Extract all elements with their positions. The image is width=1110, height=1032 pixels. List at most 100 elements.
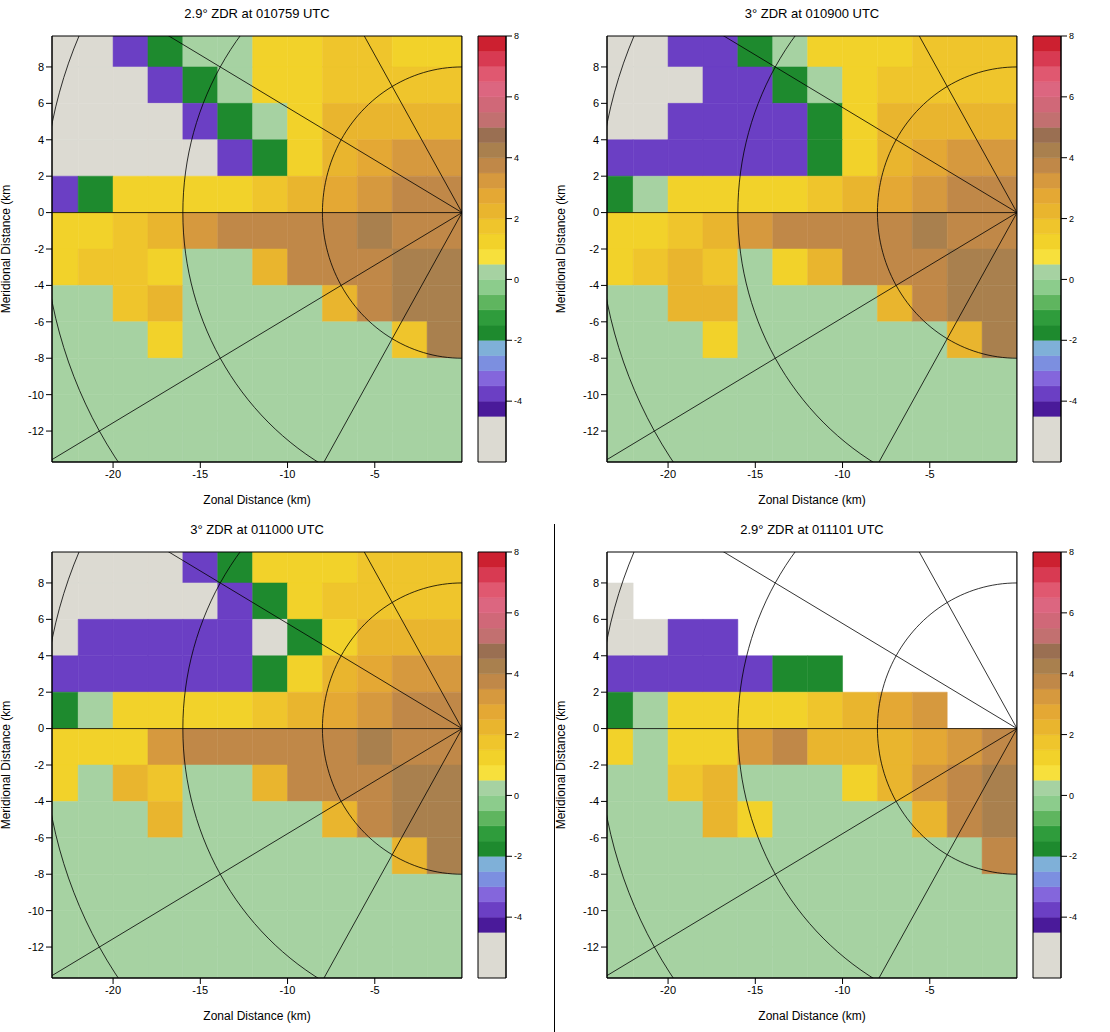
svg-text:-8: -8	[34, 352, 44, 364]
svg-text:-2: -2	[514, 335, 522, 345]
svg-text:6: 6	[1069, 608, 1074, 618]
svg-text:-20: -20	[660, 468, 676, 480]
html-text:2.9° ZDR at 011101 UTC: 2.9° ZDR at 011101 UTC	[740, 522, 884, 537]
svg-text:-12: -12	[28, 941, 44, 953]
svg-text:-12: -12	[28, 425, 44, 437]
svg-text:2: 2	[38, 686, 44, 698]
html-text:3° ZDR at 010900 UTC: 3° ZDR at 010900 UTC	[744, 6, 880, 21]
svg-text:8: 8	[38, 61, 44, 73]
svg-text:0: 0	[593, 206, 599, 218]
svg-text:-2: -2	[514, 851, 522, 861]
svg-text:Zonal Distance (km): Zonal Distance (km)	[758, 1009, 865, 1023]
svg-text:0: 0	[38, 206, 44, 218]
svg-text:-10: -10	[280, 468, 296, 480]
svg-text:-2: -2	[1069, 851, 1077, 861]
svg-text:4: 4	[38, 134, 44, 146]
svg-text:-4: -4	[1069, 396, 1077, 406]
svg-text:-2: -2	[34, 759, 44, 771]
html-text:2.9° ZDR at 010759 UTC: 2.9° ZDR at 010759 UTC	[184, 6, 330, 21]
svg-text:6: 6	[514, 608, 519, 618]
svg-text:Meridional Distance (km: Meridional Distance (km	[555, 185, 568, 314]
svg-text:-20: -20	[105, 984, 121, 996]
svg-text:Zonal Distance (km): Zonal Distance (km)	[758, 493, 865, 507]
svg-text:-10: -10	[28, 905, 44, 917]
svg-text:-10: -10	[28, 389, 44, 401]
svg-text:0: 0	[514, 791, 519, 801]
svg-text:-15: -15	[747, 984, 763, 996]
svg-text:-2: -2	[1069, 335, 1077, 345]
svg-text:4: 4	[514, 153, 519, 163]
svg-text:4: 4	[593, 134, 599, 146]
svg-text:-12: -12	[583, 941, 599, 953]
svg-text:0: 0	[514, 275, 519, 285]
svg-text:-5: -5	[925, 468, 935, 480]
svg-text:-5: -5	[370, 468, 380, 480]
svg-text:Meridional Distance (km: Meridional Distance (km	[0, 701, 13, 830]
svg-text:Meridional Distance (km: Meridional Distance (km	[555, 701, 568, 830]
svg-text:2: 2	[514, 730, 519, 740]
svg-text:8: 8	[514, 31, 519, 41]
svg-text:-6: -6	[34, 316, 44, 328]
svg-text:4: 4	[1069, 669, 1074, 679]
svg-text:-4: -4	[34, 279, 44, 291]
svg-text:8: 8	[38, 577, 44, 589]
svg-text:2: 2	[1069, 214, 1074, 224]
svg-text:-8: -8	[589, 352, 599, 364]
svg-text:2: 2	[1069, 730, 1074, 740]
svg-text:2: 2	[514, 214, 519, 224]
svg-text:0: 0	[1069, 791, 1074, 801]
svg-text:-4: -4	[34, 795, 44, 807]
svg-text:-4: -4	[1069, 912, 1077, 922]
svg-text:0: 0	[593, 722, 599, 734]
svg-text:Meridional Distance (km: Meridional Distance (km	[0, 185, 13, 314]
svg-text:8: 8	[1069, 547, 1074, 557]
svg-text:-10: -10	[835, 984, 851, 996]
svg-text:4: 4	[1069, 153, 1074, 163]
svg-text:8: 8	[593, 577, 599, 589]
svg-text:8: 8	[1069, 31, 1074, 41]
svg-text:-4: -4	[514, 912, 522, 922]
svg-text:Zonal Distance (km): Zonal Distance (km)	[203, 493, 310, 507]
svg-text:-12: -12	[583, 425, 599, 437]
svg-text:-8: -8	[589, 868, 599, 880]
svg-text:-10: -10	[835, 468, 851, 480]
svg-text:8: 8	[593, 61, 599, 73]
svg-text:-4: -4	[514, 396, 522, 406]
svg-text:-10: -10	[280, 984, 296, 996]
svg-text:6: 6	[593, 613, 599, 625]
svg-text:-8: -8	[34, 868, 44, 880]
svg-text:4: 4	[38, 650, 44, 662]
svg-text:-2: -2	[34, 243, 44, 255]
svg-text:-6: -6	[589, 316, 599, 328]
svg-text:-10: -10	[583, 905, 599, 917]
svg-text:-15: -15	[747, 468, 763, 480]
svg-text:-4: -4	[589, 795, 599, 807]
svg-text:-5: -5	[370, 984, 380, 996]
svg-text:-6: -6	[34, 832, 44, 844]
svg-text:4: 4	[593, 650, 599, 662]
svg-text:0: 0	[38, 722, 44, 734]
svg-text:4: 4	[514, 669, 519, 679]
svg-text:Zonal Distance (km): Zonal Distance (km)	[203, 1009, 310, 1023]
svg-text:6: 6	[38, 613, 44, 625]
svg-text:2: 2	[593, 170, 599, 182]
svg-text:-2: -2	[589, 759, 599, 771]
html-text:3° ZDR at 011000 UTC: 3° ZDR at 011000 UTC	[190, 522, 324, 537]
svg-text:-15: -15	[192, 468, 208, 480]
svg-text:-20: -20	[105, 468, 121, 480]
svg-text:6: 6	[593, 97, 599, 109]
svg-text:-6: -6	[589, 832, 599, 844]
svg-text:2: 2	[593, 686, 599, 698]
svg-text:6: 6	[1069, 92, 1074, 102]
svg-text:-2: -2	[589, 243, 599, 255]
svg-text:-20: -20	[660, 984, 676, 996]
svg-text:2: 2	[38, 170, 44, 182]
svg-text:8: 8	[514, 547, 519, 557]
svg-text:6: 6	[514, 92, 519, 102]
svg-text:-4: -4	[589, 279, 599, 291]
svg-text:6: 6	[38, 97, 44, 109]
svg-text:-15: -15	[192, 984, 208, 996]
svg-text:-10: -10	[583, 389, 599, 401]
svg-text:-5: -5	[925, 984, 935, 996]
svg-text:0: 0	[1069, 275, 1074, 285]
